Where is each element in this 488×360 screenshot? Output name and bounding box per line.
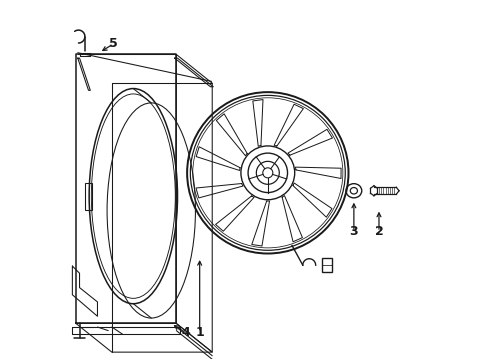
Text: 5: 5	[109, 37, 118, 50]
Text: 2: 2	[374, 225, 383, 238]
Bar	[85, 183, 92, 210]
Text: 1: 1	[195, 326, 203, 339]
Text: 4: 4	[181, 326, 189, 339]
Bar	[322, 258, 331, 272]
Text: 3: 3	[349, 225, 357, 238]
